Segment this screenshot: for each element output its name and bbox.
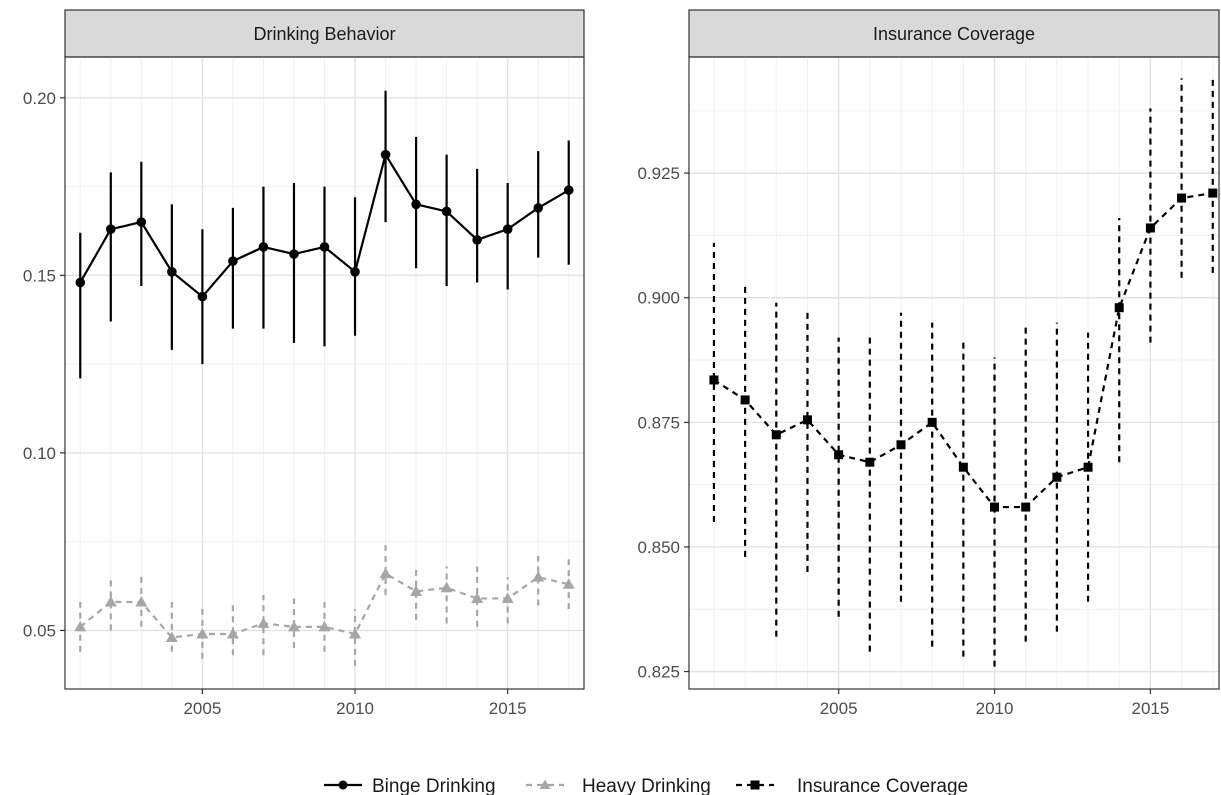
data-point-binge-drinking: [167, 267, 177, 277]
y-tick-label-insurance: 0.900: [637, 289, 680, 308]
panel-border-drinking: [64, 56, 585, 690]
x-tick-label-drinking: 2015: [489, 699, 527, 718]
y-axis-insurance: 0.825 0.850 0.875 0.900 0.925: [637, 164, 689, 682]
data-point-heavy-drinking: [501, 592, 514, 603]
data-point-insurance-coverage: [709, 375, 719, 385]
y-tick-label-drinking: 0.20: [23, 89, 56, 108]
panel-insurance-coverage: Insurance Coverage 2005 2010 2015 0.8250.8…: [637, 9, 1220, 718]
data-point-heavy-drinking: [410, 585, 423, 596]
data-point-insurance-coverage: [927, 417, 937, 427]
data-point-heavy-drinking: [532, 571, 545, 582]
legend-label-binge: Binge Drinking: [372, 776, 496, 795]
panel-border-insurance: [688, 56, 1220, 690]
data-point-insurance-coverage: [865, 457, 875, 467]
y-tick-label-drinking: 0.05: [23, 621, 56, 640]
grid-insurance: [689, 57, 1219, 689]
legend-item-heavy-drinking: Heavy Drinking: [526, 776, 711, 795]
data-point-binge-drinking: [441, 206, 452, 217]
data-point-heavy-drinking: [471, 592, 484, 603]
x-axis-drinking: 2005 2010 2015: [183, 689, 527, 718]
data-point-binge-drinking: [289, 249, 299, 259]
x-tick-label-insurance: 2005: [820, 699, 858, 718]
data-point-insurance-coverage: [1021, 502, 1031, 512]
panel-drinking-behavior: Drinking Behavior 2005 2010 2015 0.050.100…: [23, 9, 585, 718]
data-point-heavy-drinking: [287, 620, 300, 632]
legend-label-insurance: Insurance Coverage: [797, 776, 968, 795]
data-point-binge-drinking: [136, 217, 147, 227]
legend-key-marker-binge: [338, 780, 348, 790]
data-point-binge-drinking: [258, 242, 269, 252]
data-point-binge-drinking: [563, 185, 574, 195]
data-point-insurance-coverage: [1052, 472, 1062, 482]
data-point-heavy-drinking: [349, 627, 362, 639]
data-point-binge-drinking: [75, 277, 86, 288]
data-point-binge-drinking: [380, 149, 391, 160]
x-tick-label-drinking: 2005: [183, 699, 221, 718]
facet-title-insurance: Insurance Coverage: [873, 24, 1035, 44]
facet-strip-insurance: [688, 9, 1220, 58]
y-tick-label-drinking: 0.10: [23, 444, 56, 463]
data-point-insurance-coverage: [802, 415, 812, 425]
data-point-binge-drinking: [228, 256, 238, 266]
data-point-insurance-coverage: [1208, 188, 1218, 198]
data-point-heavy-drinking: [379, 567, 392, 579]
data-point-insurance-coverage: [1114, 303, 1124, 313]
y-tick-label-insurance: 0.925: [637, 164, 680, 183]
marks-insurance: [709, 78, 1218, 667]
legend-key-marker-insurance: [750, 780, 760, 790]
data-point-heavy-drinking: [440, 581, 453, 593]
x-axis-insurance: 2005 2010 2015: [820, 689, 1169, 718]
data-point-heavy-drinking: [74, 620, 87, 632]
data-point-heavy-drinking: [226, 627, 239, 639]
facet-title-drinking: Drinking Behavior: [253, 24, 395, 44]
data-point-binge-drinking: [197, 291, 208, 302]
data-point-binge-drinking: [350, 267, 360, 277]
data-point-heavy-drinking: [318, 620, 331, 632]
legend: Binge Drinking Heavy Drinking Insurance …: [324, 776, 968, 795]
data-point-insurance-coverage: [740, 395, 750, 405]
legend-label-heavy: Heavy Drinking: [582, 776, 711, 795]
data-point-heavy-drinking: [165, 631, 178, 643]
data-point-binge-drinking: [411, 199, 421, 210]
data-point-insurance-coverage: [771, 430, 781, 440]
legend-key-marker-heavy: [539, 779, 551, 789]
data-point-heavy-drinking: [135, 596, 148, 607]
data-point-binge-drinking: [502, 224, 513, 235]
data-point-heavy-drinking: [562, 578, 575, 589]
y-tick-label-insurance: 0.825: [637, 663, 680, 682]
series-line-insurance-coverage: [713, 191, 1213, 509]
data-point-binge-drinking: [319, 242, 330, 252]
legend-item-binge-drinking: Binge Drinking: [324, 776, 496, 795]
data-point-insurance-coverage: [958, 462, 968, 472]
data-point-binge-drinking: [472, 235, 482, 245]
data-point-heavy-drinking: [196, 627, 209, 639]
data-point-heavy-drinking: [104, 596, 117, 607]
data-point-heavy-drinking: [257, 617, 270, 628]
grid-drinking: [65, 57, 584, 689]
data-point-insurance-coverage: [1177, 193, 1187, 203]
data-point-insurance-coverage: [990, 502, 1000, 512]
data-point-binge-drinking: [105, 224, 116, 235]
data-point-insurance-coverage: [896, 440, 906, 450]
marks-drinking: [74, 90, 575, 666]
data-point-insurance-coverage: [1083, 462, 1093, 472]
series-line-heavy-drinking: [79, 572, 569, 639]
x-tick-label-drinking: 2010: [336, 699, 374, 718]
x-tick-label-insurance: 2015: [1131, 699, 1169, 718]
y-axis-drinking: 0.05 0.10 0.15 0.20: [23, 89, 65, 640]
data-point-binge-drinking: [533, 203, 544, 213]
data-point-insurance-coverage: [1145, 223, 1155, 233]
y-tick-label-drinking: 0.15: [23, 266, 56, 285]
facet-strip-drinking: [64, 9, 585, 58]
y-tick-label-insurance: 0.850: [637, 538, 680, 557]
y-tick-label-insurance: 0.875: [637, 413, 680, 432]
legend-item-insurance-coverage: Insurance Coverage: [736, 776, 968, 795]
data-point-insurance-coverage: [834, 450, 844, 460]
x-tick-label-insurance: 2010: [976, 699, 1014, 718]
